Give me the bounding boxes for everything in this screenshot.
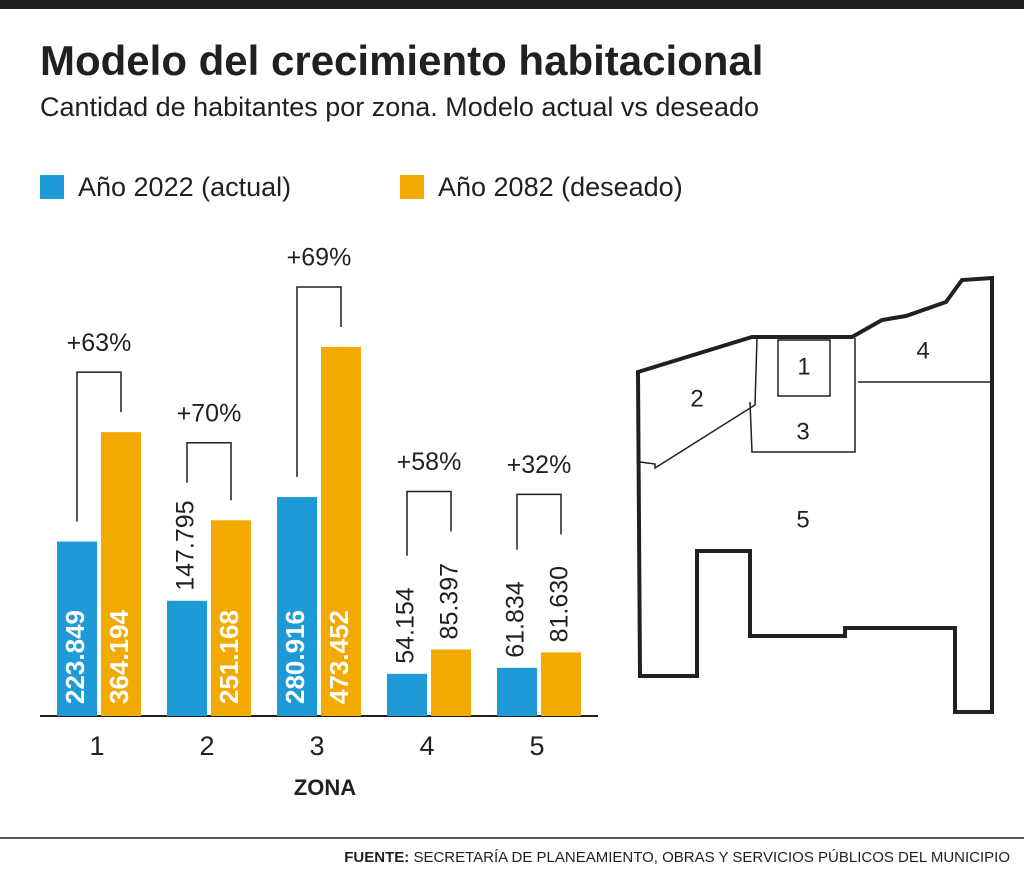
bar [387,673,427,716]
map-border [777,339,831,397]
value-label: 85.397 [436,563,464,639]
x-axis-label: ZONA [294,775,356,800]
value-label: 364.194 [104,609,134,704]
bar [321,347,361,716]
source-text: SECRETARÍA DE PLANEAMIENTO, OBRAS Y SERV… [413,849,1010,866]
value-label: 280.916 [280,610,310,704]
map-label: 5 [796,506,809,533]
bar [57,541,97,716]
legend-swatch [400,175,424,199]
zone-map: 1 2 3 4 5 [635,275,994,714]
map-label: 4 [916,337,929,364]
x-tick-label: 5 [529,731,544,761]
value-label: 223.849 [60,610,90,704]
bracket [296,286,342,478]
bar [101,432,141,716]
map-label: 3 [796,418,809,445]
change-label: +58% [397,448,462,476]
bracket [76,371,122,522]
source-label: FUENTE: [344,849,409,866]
value-label: 147.795 [172,500,200,590]
legend-swatch [40,175,64,199]
top-bar [0,0,1024,9]
legend-label: Año 2022 (actual) [78,172,291,202]
value-label: 473.452 [324,610,354,704]
value-label: 54.154 [392,587,420,664]
source: FUENTE: SECRETARÍA DE PLANEAMIENTO, OBRA… [344,849,1010,866]
x-tick-label: 3 [309,731,324,761]
bar [541,652,581,716]
chart-subtitle: Cantidad de habitantes por zona. Modelo … [40,92,759,122]
bar [277,497,317,716]
change-label: +69% [287,244,352,272]
change-label: +70% [177,399,242,427]
map-border [749,338,856,453]
map-outline [635,275,994,714]
x-tick-label: 4 [419,731,434,761]
map-border [639,337,758,470]
change-label: +32% [507,451,572,479]
bracket [186,442,232,501]
change-label: +63% [67,329,132,357]
bar [167,600,207,716]
bar [431,649,471,716]
x-tick-label: 1 [89,731,104,761]
bar [497,667,537,716]
value-label: 81.630 [546,566,574,642]
map-label: 1 [797,353,810,380]
bar [211,520,251,716]
value-label: 61.834 [502,581,530,658]
bracket [516,493,562,550]
legend-label: Año 2082 (deseado) [438,172,683,202]
map-label: 2 [690,385,703,412]
x-tick-label: 2 [199,731,214,761]
bracket [406,490,452,556]
value-label: 251.168 [214,610,244,704]
chart-title: Modelo del crecimiento habitacional [40,37,763,84]
